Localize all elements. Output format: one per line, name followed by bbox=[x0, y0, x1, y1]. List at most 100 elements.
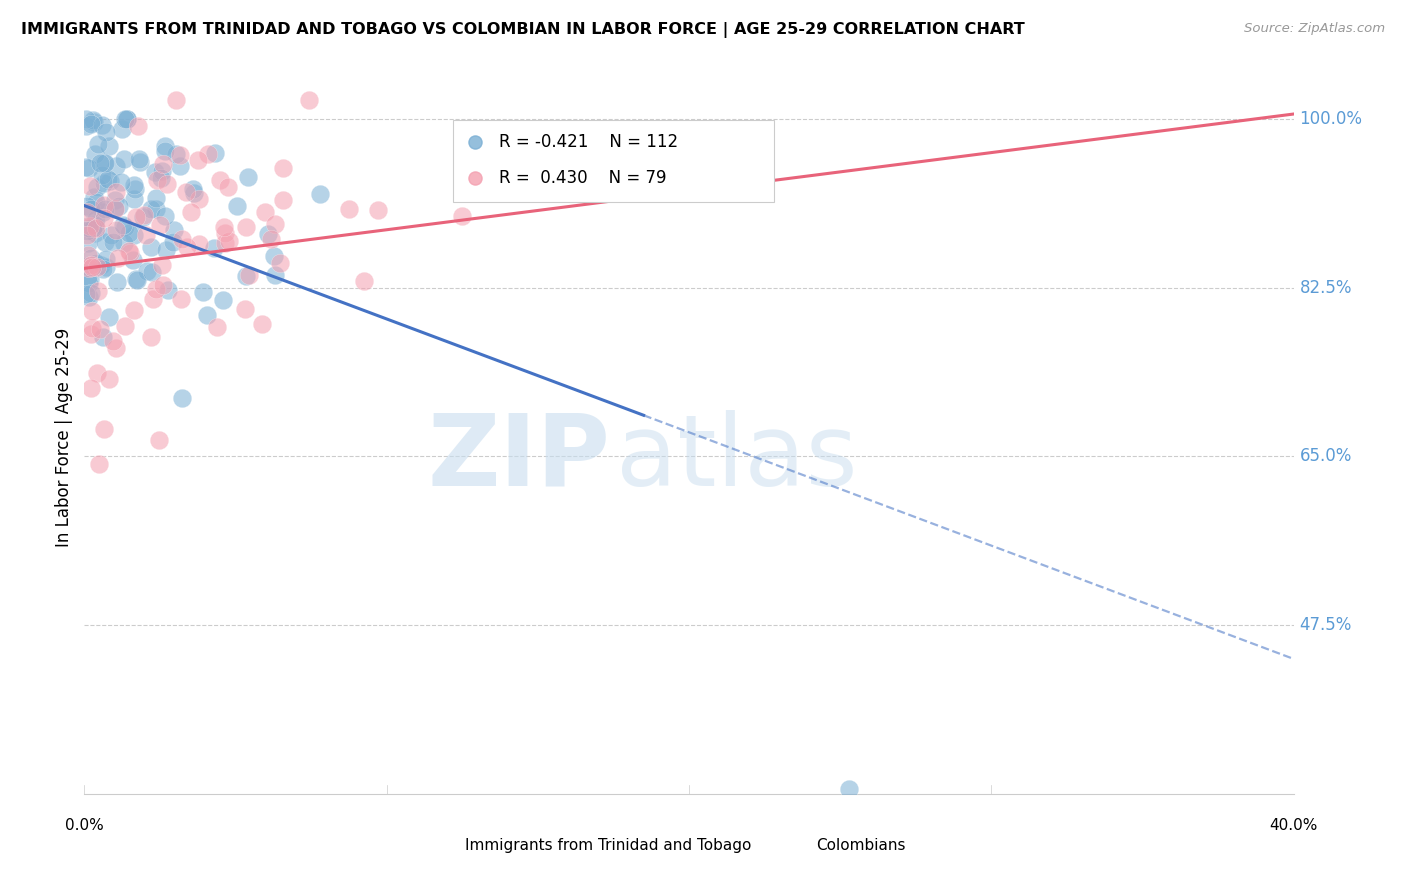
Point bbox=[93, 156, 115, 170]
Point bbox=[83, 218, 105, 232]
Point bbox=[236, 169, 259, 184]
Point bbox=[83, 190, 105, 204]
Point bbox=[269, 256, 291, 270]
Point bbox=[114, 112, 136, 126]
Point bbox=[115, 112, 138, 126]
Point bbox=[104, 185, 127, 199]
Point bbox=[353, 274, 375, 288]
Point bbox=[367, 203, 389, 218]
Point bbox=[86, 195, 108, 210]
Point bbox=[180, 205, 202, 219]
Point bbox=[76, 199, 98, 213]
Point bbox=[77, 248, 100, 262]
Point bbox=[145, 282, 167, 296]
Point bbox=[108, 199, 131, 213]
Point bbox=[1049, 195, 1071, 210]
Point bbox=[91, 330, 114, 344]
Point bbox=[264, 268, 287, 282]
Point bbox=[127, 273, 149, 287]
Point bbox=[98, 310, 121, 325]
Point bbox=[153, 138, 176, 153]
Point bbox=[103, 334, 125, 348]
Point bbox=[86, 366, 108, 380]
Point bbox=[135, 227, 157, 242]
Point bbox=[80, 251, 103, 265]
Point bbox=[82, 304, 104, 318]
Point bbox=[89, 321, 111, 335]
Point bbox=[197, 147, 219, 161]
Point bbox=[97, 172, 120, 186]
Point bbox=[1049, 244, 1071, 258]
Point bbox=[139, 330, 162, 344]
Point bbox=[141, 240, 163, 254]
Point bbox=[122, 178, 145, 193]
Point bbox=[169, 148, 191, 162]
Point bbox=[80, 258, 103, 272]
Point bbox=[86, 256, 108, 270]
Point bbox=[77, 290, 100, 304]
Point bbox=[82, 260, 104, 275]
Point bbox=[122, 302, 145, 317]
Point bbox=[86, 260, 108, 275]
Point bbox=[97, 372, 120, 386]
Point bbox=[120, 246, 142, 260]
Point bbox=[122, 253, 145, 268]
Point bbox=[114, 219, 136, 234]
Point bbox=[142, 292, 165, 306]
Point bbox=[181, 182, 204, 196]
Point bbox=[103, 202, 125, 216]
Point bbox=[110, 175, 132, 189]
Point bbox=[87, 284, 110, 298]
Point bbox=[105, 341, 128, 355]
Point bbox=[82, 112, 104, 127]
Text: 47.5%: 47.5% bbox=[1299, 616, 1353, 634]
Point bbox=[191, 285, 214, 299]
Point bbox=[218, 234, 240, 248]
Point bbox=[80, 326, 103, 341]
Point bbox=[209, 173, 232, 187]
Point bbox=[226, 199, 249, 213]
Point bbox=[79, 381, 101, 395]
Point bbox=[128, 152, 150, 166]
Point bbox=[75, 161, 97, 175]
Point bbox=[91, 118, 114, 132]
Y-axis label: In Labor Force | Age 25-29: In Labor Force | Age 25-29 bbox=[55, 327, 73, 547]
Point bbox=[79, 202, 101, 217]
Point bbox=[94, 202, 117, 216]
Point bbox=[84, 219, 107, 234]
Point bbox=[76, 228, 98, 243]
Point bbox=[214, 226, 236, 240]
Point bbox=[93, 235, 115, 249]
FancyBboxPatch shape bbox=[423, 830, 450, 862]
Point bbox=[112, 152, 135, 166]
Point bbox=[97, 139, 120, 153]
Text: R =  0.430    N = 79: R = 0.430 N = 79 bbox=[499, 169, 666, 187]
Point bbox=[450, 209, 472, 223]
Text: 0.0%: 0.0% bbox=[65, 818, 104, 833]
Point bbox=[256, 227, 278, 241]
Point bbox=[84, 221, 107, 235]
Point bbox=[838, 782, 860, 797]
Point bbox=[90, 169, 112, 183]
Point bbox=[145, 191, 167, 205]
Point bbox=[79, 272, 101, 286]
Point bbox=[195, 308, 218, 322]
Text: R = -0.421    N = 112: R = -0.421 N = 112 bbox=[499, 134, 678, 152]
Text: Immigrants from Trinidad and Tobago: Immigrants from Trinidad and Tobago bbox=[465, 838, 752, 853]
Point bbox=[86, 180, 108, 194]
Point bbox=[104, 159, 127, 173]
Point bbox=[128, 154, 150, 169]
Point bbox=[80, 117, 103, 131]
Point bbox=[93, 422, 115, 436]
Point bbox=[188, 192, 211, 206]
Point bbox=[75, 287, 97, 301]
Point bbox=[238, 268, 260, 282]
Point bbox=[170, 292, 193, 306]
Point bbox=[91, 261, 114, 276]
Point bbox=[176, 186, 198, 200]
Point bbox=[263, 249, 285, 263]
Point bbox=[235, 268, 257, 283]
Point bbox=[271, 161, 294, 176]
Text: Source: ZipAtlas.com: Source: ZipAtlas.com bbox=[1244, 22, 1385, 36]
Point bbox=[149, 218, 172, 232]
